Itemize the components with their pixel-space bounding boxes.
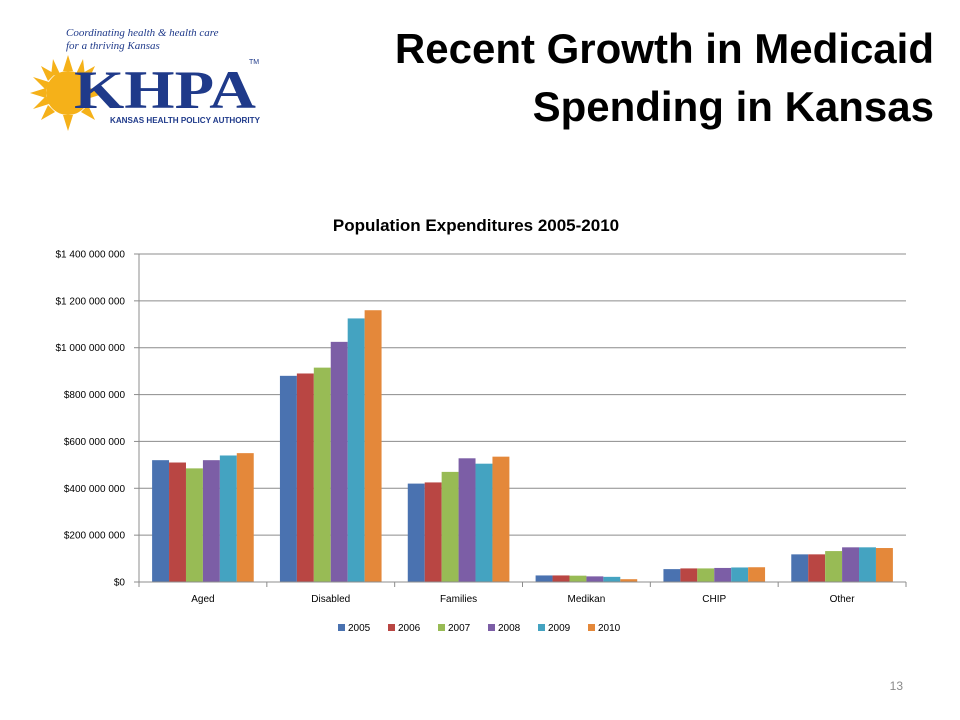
logo-trademark: TM: [249, 59, 259, 66]
legend-label-2009: 2009: [548, 623, 571, 634]
bar-disabled-2010: [364, 310, 382, 582]
bar-other-2005: [791, 554, 809, 582]
bar-disabled-2006: [296, 373, 314, 582]
bar-families-2007: [441, 471, 459, 582]
bar-chip-2010: [748, 567, 766, 582]
bar-other-2009: [859, 547, 876, 582]
legend-swatch-2007: [438, 624, 445, 631]
bar-other-2006: [808, 554, 826, 582]
logo-tagline-line2: for a thriving Kansas: [66, 40, 160, 52]
legend-swatch-2008: [488, 624, 495, 631]
bar-medikan-2008: [586, 576, 604, 582]
x-tick-label: Other: [830, 594, 856, 605]
bar-aged-2009: [219, 455, 237, 582]
logo-tagline-line1: Coordinating health & health care: [66, 27, 219, 39]
chart-title: Population Expenditures 2005-2010: [333, 216, 619, 235]
legend-label-2005: 2005: [348, 623, 371, 634]
bar-medikan-2010: [620, 579, 638, 582]
slide-number: 13: [889, 679, 903, 693]
bar-chip-2008: [714, 567, 732, 582]
legend-label-2006: 2006: [398, 623, 421, 634]
legend-swatch-2006: [388, 624, 395, 631]
bar-aged-2005: [152, 460, 170, 582]
bar-other-2010: [875, 548, 893, 582]
bar-medikan-2005: [535, 575, 553, 582]
slide-title: Recent Growth in Medicaid Spending in Ka…: [294, 20, 934, 136]
y-tick-label: $0: [114, 578, 126, 589]
bar-chip-2006: [680, 568, 698, 582]
khpa-logo: Coordinating health & health care for a …: [30, 27, 261, 131]
logo-wordmark: KHPA: [74, 60, 256, 120]
bar-disabled-2009: [347, 318, 365, 582]
bar-families-2005: [407, 483, 425, 582]
bar-disabled-2008: [330, 341, 348, 582]
legend-swatch-2010: [588, 624, 595, 631]
x-tick-label: Medikan: [568, 594, 606, 605]
bar-other-2007: [825, 551, 843, 582]
x-tick-label: Families: [440, 594, 477, 605]
legend-label-2007: 2007: [448, 623, 471, 634]
y-tick-label: $1 200 000 000: [55, 296, 125, 307]
bar-aged-2010: [236, 453, 254, 582]
legend-swatch-2005: [338, 624, 345, 631]
bar-medikan-2007: [569, 575, 587, 582]
bar-families-2006: [424, 482, 442, 582]
bar-medikan-2009: [603, 576, 621, 582]
y-tick-label: $400 000 000: [64, 484, 126, 495]
bar-medikan-2006: [552, 575, 570, 582]
x-tick-label: Aged: [191, 594, 214, 605]
y-tick-label: $200 000 000: [64, 531, 126, 542]
bar-aged-2006: [169, 462, 186, 582]
bar-chip-2009: [731, 567, 749, 582]
bar-chip-2005: [663, 569, 681, 582]
legend-swatch-2009: [538, 624, 545, 631]
bar-disabled-2007: [313, 367, 331, 582]
bar-aged-2008: [202, 460, 220, 582]
y-tick-label: $1 400 000 000: [55, 250, 125, 261]
bar-families-2008: [458, 458, 476, 582]
x-tick-label: Disabled: [311, 594, 350, 605]
bar-families-2010: [492, 456, 510, 582]
legend-label-2010: 2010: [598, 623, 621, 634]
legend-label-2008: 2008: [498, 623, 521, 634]
bar-other-2008: [842, 547, 860, 582]
slide-title-line2: Spending in Kansas: [532, 83, 934, 130]
bar-families-2009: [475, 463, 493, 582]
y-tick-label: $600 000 000: [64, 437, 126, 448]
bar-aged-2007: [185, 468, 203, 582]
y-tick-label: $1 000 000 000: [55, 343, 125, 354]
sun-icon: [30, 55, 106, 131]
y-tick-label: $800 000 000: [64, 390, 126, 401]
bar-chip-2007: [697, 568, 715, 582]
logo-subtitle: KANSAS HEALTH POLICY AUTHORITY: [110, 116, 261, 125]
slide-title-line1: Recent Growth in Medicaid: [394, 25, 934, 72]
bar-disabled-2005: [279, 375, 297, 582]
x-tick-label: CHIP: [702, 594, 726, 605]
